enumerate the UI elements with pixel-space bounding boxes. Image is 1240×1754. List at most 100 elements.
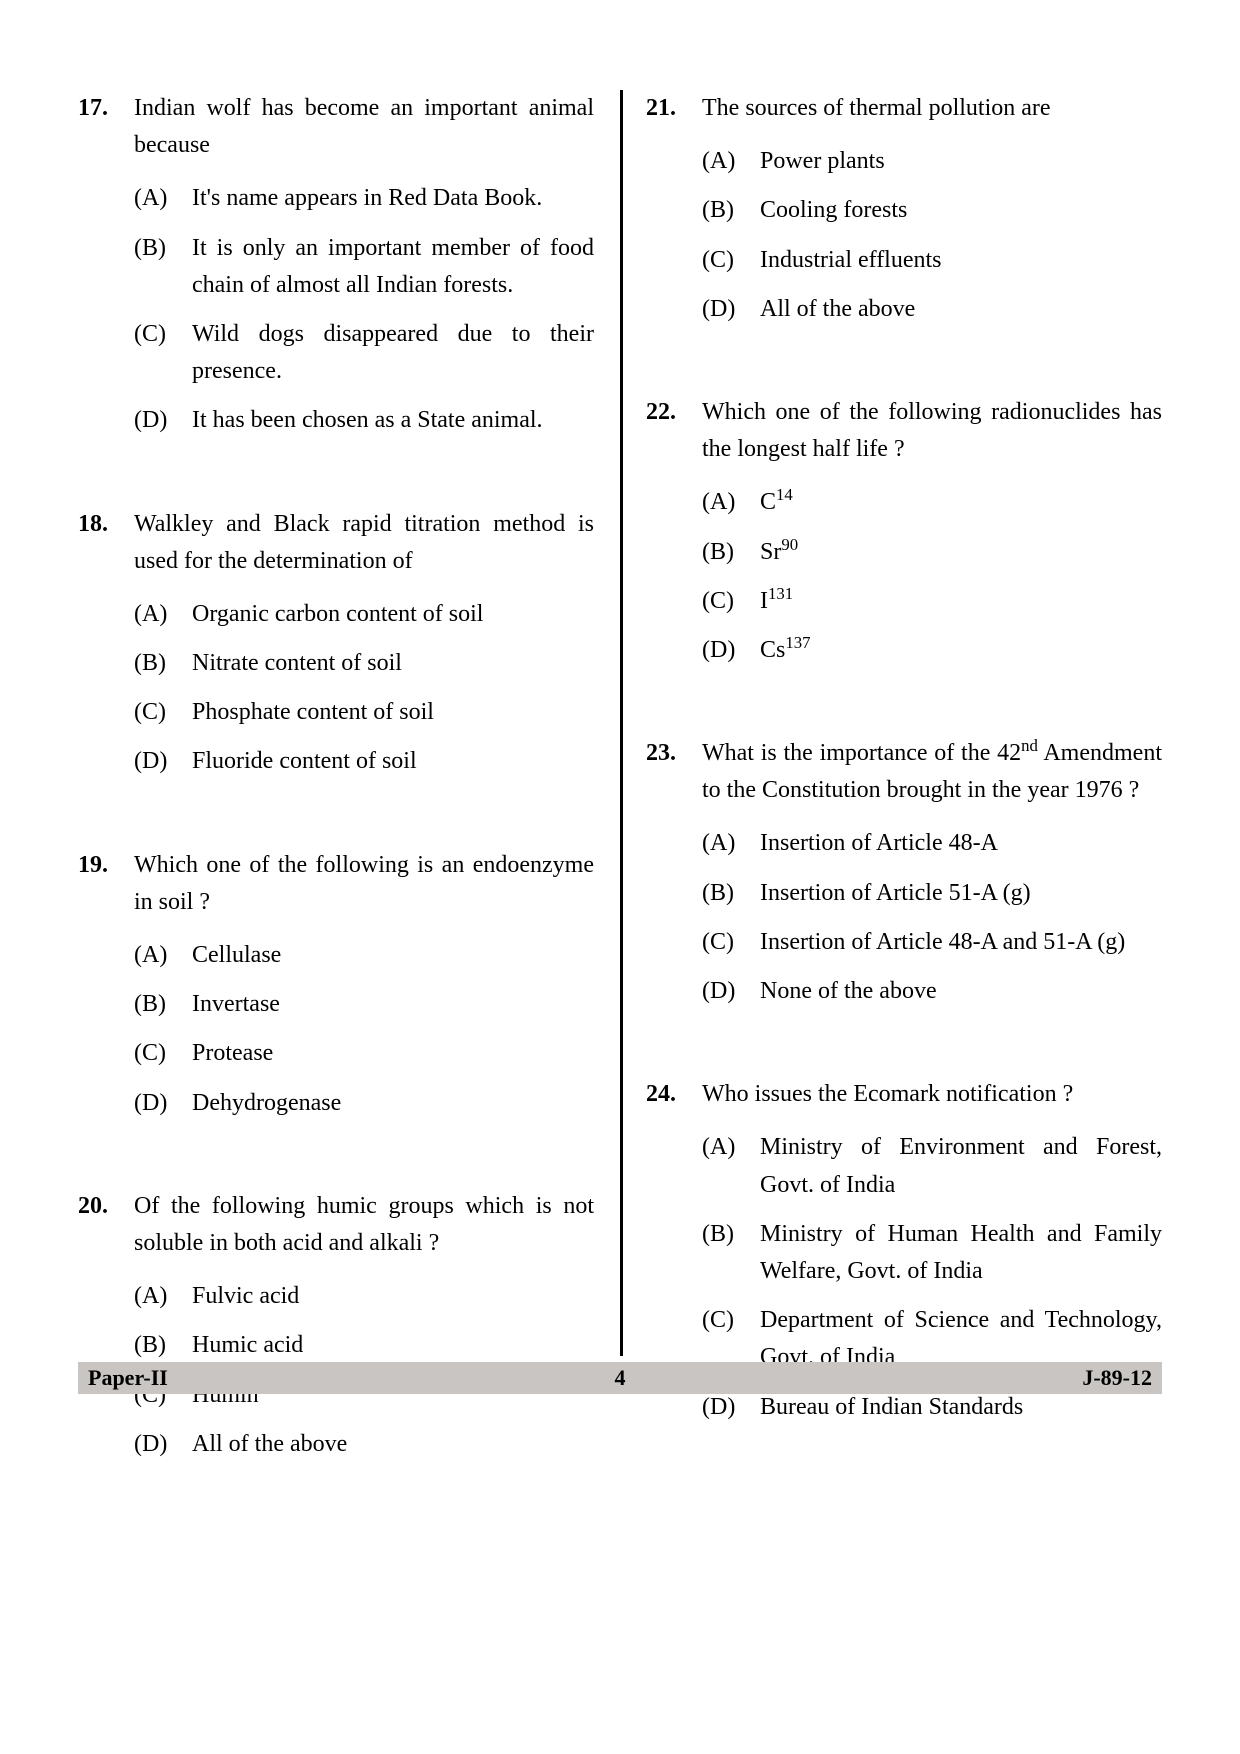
question-body: Which one of the following is an endoenz… — [134, 847, 594, 1134]
option: (D)All of the above — [702, 291, 1162, 328]
option-label: (B) — [134, 230, 192, 304]
option: (C)I131 — [702, 583, 1162, 620]
question-number: 18. — [78, 506, 134, 793]
options-list: (A)C14 (B)Sr90 (C)I131 (D)Cs137 — [702, 484, 1162, 669]
option-label: (B) — [702, 534, 760, 571]
question-number: 20. — [78, 1188, 134, 1475]
option-label: (A) — [134, 180, 192, 217]
option-label: (A) — [702, 143, 760, 180]
option-label: (D) — [134, 402, 192, 439]
option-text: C14 — [760, 484, 1162, 521]
option: (C)Protease — [134, 1035, 594, 1072]
option-text: Insertion of Article 48-A and 51-A (g) — [760, 924, 1162, 961]
option-text: All of the above — [192, 1426, 594, 1463]
question-body: What is the importance of the 42nd Amend… — [702, 735, 1162, 1022]
option-label: (B) — [134, 1327, 192, 1364]
option-text: Ministry of Human Health and Family Welf… — [760, 1216, 1162, 1290]
option-text: Cellulase — [192, 937, 594, 974]
option: (B)Sr90 — [702, 534, 1162, 571]
option: (A)Ministry of Environment and Forest, G… — [702, 1129, 1162, 1203]
option-label: (D) — [702, 291, 760, 328]
option: (B)Humic acid — [134, 1327, 594, 1364]
options-list: (A)Power plants(B)Cooling forests(C)Indu… — [702, 143, 1162, 328]
option-text: Fluoride content of soil — [192, 743, 594, 780]
question-text: Who issues the Ecomark notification ? — [702, 1076, 1162, 1113]
option: (A)It's name appears in Red Data Book. — [134, 180, 594, 217]
footer-right: J-89-12 — [797, 1365, 1152, 1391]
option-text: It is only an important member of food c… — [192, 230, 594, 304]
option-label: (A) — [134, 937, 192, 974]
question-text: Which one of the following is an endoenz… — [134, 847, 594, 921]
option: (B)Nitrate content of soil — [134, 645, 594, 682]
option-label: (D) — [702, 632, 760, 669]
option: (D)Fluoride content of soil — [134, 743, 594, 780]
option-label: (D) — [134, 1426, 192, 1463]
question: 21.The sources of thermal pollution are (… — [646, 90, 1162, 340]
option-text: Industrial effluents — [760, 242, 1162, 279]
option-text: Bureau of Indian Standards — [760, 1389, 1162, 1426]
question-text: The sources of thermal pollution are — [702, 90, 1162, 127]
option-label: (C) — [134, 1035, 192, 1072]
option-text: Wild dogs disappeared due to their prese… — [192, 316, 594, 390]
option-text: Protease — [192, 1035, 594, 1072]
option: (A)C14 — [702, 484, 1162, 521]
question-body: Which one of the following radionuclides… — [702, 394, 1162, 681]
option-text: Humic acid — [192, 1327, 594, 1364]
option-label: (D) — [134, 1085, 192, 1122]
option: (D)Dehydrogenase — [134, 1085, 594, 1122]
option: (C)Phosphate content of soil — [134, 694, 594, 731]
question-text: What is the importance of the 42nd Amend… — [702, 735, 1162, 809]
option-label: (A) — [134, 596, 192, 633]
option: (C)Wild dogs disappeared due to their pr… — [134, 316, 594, 390]
option: (B)Invertase — [134, 986, 594, 1023]
left-column: 17.Indian wolf has become an important a… — [78, 90, 620, 1529]
option-label: (B) — [702, 875, 760, 912]
right-column: 21.The sources of thermal pollution are (… — [620, 90, 1162, 1529]
page-footer: Paper-II 4 J-89-12 — [78, 1362, 1162, 1394]
question-text: Of the following humic groups which is n… — [134, 1188, 594, 1262]
option: (D)None of the above — [702, 973, 1162, 1010]
column-divider — [620, 90, 623, 1356]
option-label: (D) — [702, 973, 760, 1010]
option-text: Nitrate content of soil — [192, 645, 594, 682]
option-text: Ministry of Environment and Forest, Govt… — [760, 1129, 1162, 1203]
option: (B)Ministry of Human Health and Family W… — [702, 1216, 1162, 1290]
option: (A)Power plants — [702, 143, 1162, 180]
option: (A)Fulvic acid — [134, 1278, 594, 1315]
question-number: 21. — [646, 90, 702, 340]
option: (B)Insertion of Article 51-A (g) — [702, 875, 1162, 912]
question: 17.Indian wolf has become an important a… — [78, 90, 594, 452]
option-text: All of the above — [760, 291, 1162, 328]
option: (A)Cellulase — [134, 937, 594, 974]
option-text: None of the above — [760, 973, 1162, 1010]
option-text: Dehydrogenase — [192, 1085, 594, 1122]
option: (A)Organic carbon content of soil — [134, 596, 594, 633]
option-text: It has been chosen as a State animal. — [192, 402, 594, 439]
question-body: The sources of thermal pollution are (A)P… — [702, 90, 1162, 340]
option-label: (A) — [702, 484, 760, 521]
question-text: Walkley and Black rapid titration method… — [134, 506, 594, 580]
option-label: (B) — [702, 1216, 760, 1290]
option-text: I131 — [760, 583, 1162, 620]
footer-left: Paper-II — [88, 1365, 443, 1391]
footer-center: 4 — [443, 1365, 798, 1391]
option-text: Cs137 — [760, 632, 1162, 669]
question-text: Indian wolf has become an important anim… — [134, 90, 594, 164]
question: 19.Which one of the following is an endo… — [78, 847, 594, 1134]
option-label: (C) — [702, 242, 760, 279]
option: (B)It is only an important member of foo… — [134, 230, 594, 304]
question: 22.Which one of the following radionucli… — [646, 394, 1162, 681]
options-list: (A)Organic carbon content of soil (B)Nitr… — [134, 596, 594, 781]
question-body: Walkley and Black rapid titration method… — [134, 506, 594, 793]
question: 20.Of the following humic groups which i… — [78, 1188, 594, 1475]
question-body: Of the following humic groups which is n… — [134, 1188, 594, 1475]
option-text: It's name appears in Red Data Book. — [192, 180, 594, 217]
option: (D)All of the above — [134, 1426, 594, 1463]
option-label: (D) — [134, 743, 192, 780]
question-number: 23. — [646, 735, 702, 1022]
option-label: (B) — [134, 986, 192, 1023]
question-number: 19. — [78, 847, 134, 1134]
option-text: Insertion of Article 48-A — [760, 825, 1162, 862]
option-label: (D) — [702, 1389, 760, 1426]
option-label: (A) — [702, 1129, 760, 1203]
